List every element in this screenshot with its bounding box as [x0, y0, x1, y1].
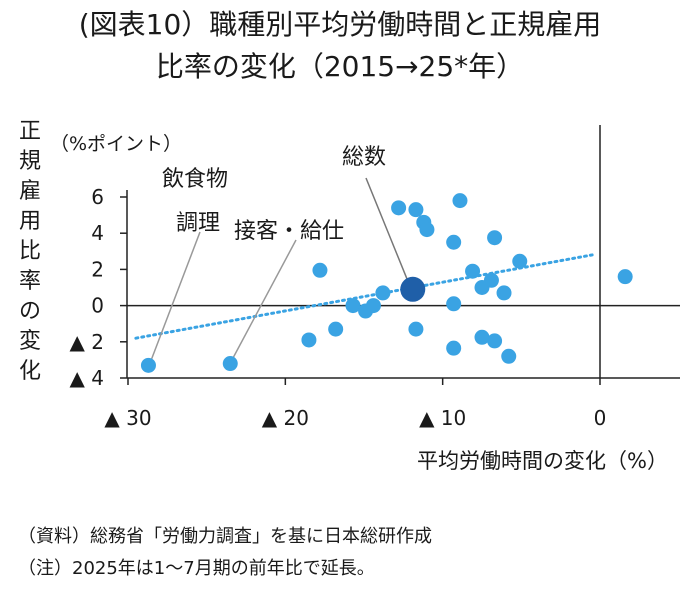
x-axis-label: 平均労働時間の変化（%） [417, 449, 668, 473]
data-point [487, 333, 503, 349]
data-point [487, 230, 503, 246]
data-point [474, 329, 490, 345]
data-point [512, 253, 528, 269]
y-axis-label-char: 正 [19, 119, 41, 144]
data-point [222, 356, 238, 372]
data-point [446, 234, 462, 250]
annotation-leader-serving [232, 239, 297, 358]
chart-title-line-2: 比率の変化（2015→25*年） [155, 50, 525, 83]
y-axis-label-char: の [19, 299, 41, 324]
x-tick-label: 0 [594, 406, 607, 430]
annotation-leader-cooking [150, 231, 201, 360]
x-tick-label: ▲ 30 [104, 406, 151, 430]
data-point [617, 269, 633, 285]
y-axis-label-char: 変 [19, 329, 41, 354]
y-axis-label-char: 化 [19, 359, 41, 384]
data-point [140, 357, 156, 373]
y-axis-label-char: 率 [19, 269, 41, 294]
y-tick-label: ▲ 2 [70, 330, 104, 354]
data-point [452, 193, 468, 209]
annotation-label: 接客・給仕 [234, 219, 344, 244]
data-point [301, 332, 317, 348]
data-point [408, 202, 424, 218]
y-axis-label-char: 比 [19, 239, 41, 264]
data-point [483, 272, 499, 288]
y-axis-label-char: 雇 [19, 179, 41, 204]
y-tick-label: 6 [91, 185, 104, 209]
annotation-leader-total [365, 177, 410, 284]
data-point [446, 296, 462, 312]
data-point [375, 285, 391, 301]
data-point [408, 321, 424, 337]
data-point [465, 263, 481, 279]
footnote: （注）2025年は1～7月期の前年比で延長。 [18, 558, 375, 579]
data-point [501, 348, 517, 364]
x-tick-label: ▲ 20 [262, 406, 309, 430]
data-point [312, 262, 328, 278]
chart-title-line-1: (図表10）職種別平均労働時間と正規雇用 [78, 8, 602, 41]
data-point-total [400, 276, 426, 302]
data-point [446, 340, 462, 356]
source-note: （資料）総務省「労働力調査」を基に日本総研作成 [18, 526, 432, 547]
y-axis-unit: （%ポイント） [50, 133, 182, 155]
y-tick-label: 0 [91, 294, 104, 318]
y-tick-label: 2 [91, 257, 104, 281]
data-point [391, 200, 407, 216]
x-tick-label: ▲ 10 [419, 406, 466, 430]
data-point [365, 298, 381, 314]
y-tick-label: ▲ 4 [70, 366, 104, 390]
annotation-label: 総数 [342, 145, 386, 170]
y-tick-label: 4 [91, 221, 104, 245]
annotation-label: 飲食物 [162, 167, 228, 192]
data-point [345, 298, 361, 314]
data-point [496, 285, 512, 301]
data-point [328, 321, 344, 337]
annotation-label: 調理 [176, 211, 220, 236]
data-point [419, 222, 435, 238]
trendline [134, 253, 594, 340]
y-axis-label-char: 規 [19, 149, 41, 174]
y-axis-label-char: 用 [19, 209, 41, 234]
